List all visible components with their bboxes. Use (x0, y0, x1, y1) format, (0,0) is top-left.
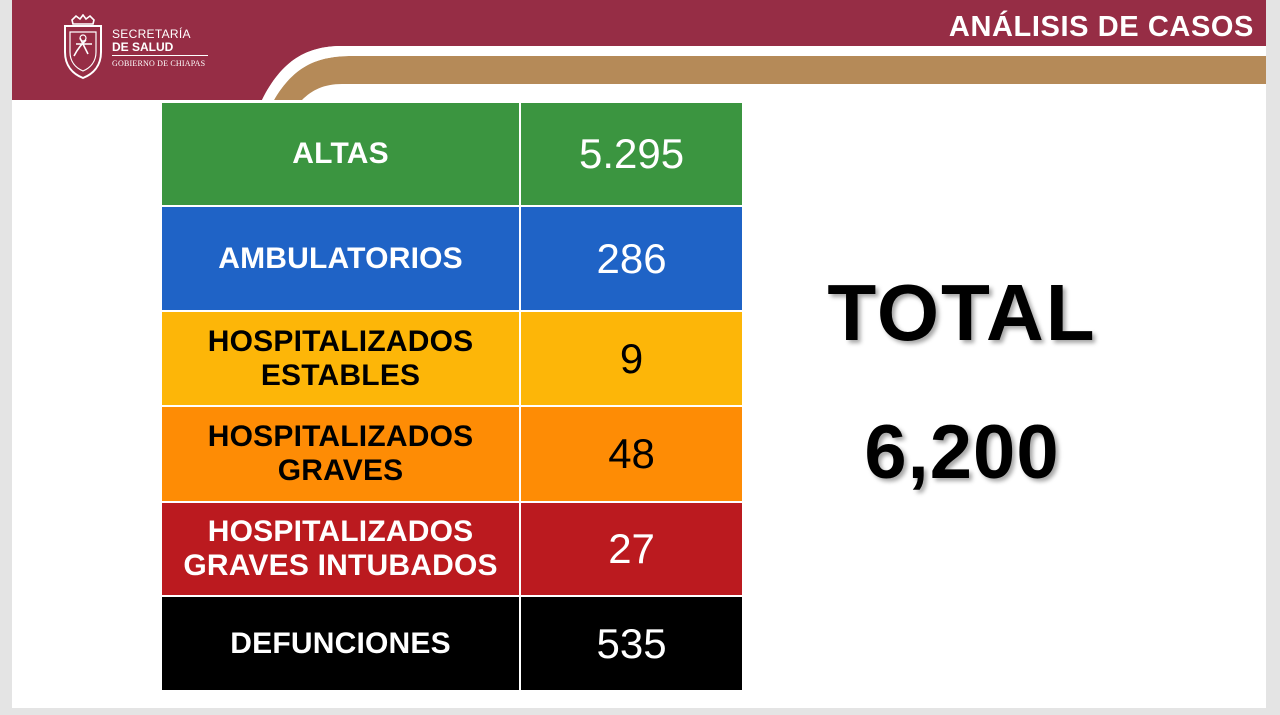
row-label: HOSPITALIZADOS GRAVES (159, 405, 522, 503)
page-title: ANÁLISIS DE CASOS (948, 11, 1254, 43)
slide: SECRETARÍA DE SALUD GOBIERNO DE CHIAPAS … (12, 0, 1266, 708)
row-value: 286 (519, 205, 744, 312)
brand-divider (112, 55, 208, 56)
brand-line2: DE SALUD (112, 40, 174, 54)
row-label: AMBULATORIOS (159, 205, 522, 312)
row-value: 27 (519, 501, 744, 597)
brand-line1: SECRETARÍA (112, 27, 191, 41)
row-label: HOSPITALIZADOS GRAVES INTUBADOS (159, 501, 522, 597)
table-row: DEFUNCIONES 535 (159, 595, 744, 692)
coat-of-arms-icon (64, 14, 102, 80)
row-value: 48 (519, 405, 744, 503)
row-value: 535 (519, 595, 744, 692)
table-row: ALTAS 5.295 (159, 101, 744, 207)
row-label: HOSPITALIZADOS ESTABLES (159, 310, 522, 407)
brand-line3: GOBIERNO DE CHIAPAS (112, 59, 206, 68)
row-value: 9 (519, 310, 744, 407)
header-banner: SECRETARÍA DE SALUD GOBIERNO DE CHIAPAS … (12, 0, 1266, 100)
row-label: ALTAS (159, 101, 522, 207)
cases-table: ALTAS 5.295 AMBULATORIOS 286 HOSPITALIZA… (159, 101, 744, 692)
row-value: 5.295 (519, 101, 744, 207)
table-row: HOSPITALIZADOS GRAVES 48 (159, 405, 744, 503)
row-label: DEFUNCIONES (159, 595, 522, 692)
header-band (12, 0, 1266, 100)
brand-logo: SECRETARÍA DE SALUD GOBIERNO DE CHIAPAS (60, 14, 230, 84)
total-label: TOTAL (827, 268, 1097, 357)
table-row: HOSPITALIZADOS GRAVES INTUBADOS 27 (159, 501, 744, 597)
table-row: HOSPITALIZADOS ESTABLES 9 (159, 310, 744, 407)
total-value: 6,200 (864, 410, 1060, 495)
table-row: AMBULATORIOS 286 (159, 205, 744, 312)
